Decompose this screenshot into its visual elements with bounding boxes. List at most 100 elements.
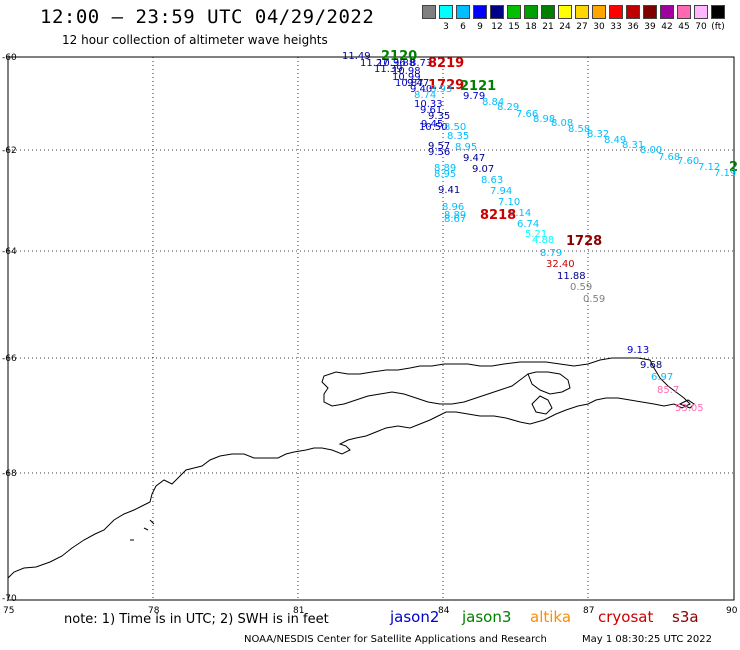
scale-swatch	[609, 5, 623, 19]
scale-swatch	[473, 5, 487, 19]
wave-height-label: 6.74	[517, 219, 540, 230]
wave-height-label: 8.35	[447, 131, 470, 142]
wave-height-label: 9.13	[627, 345, 650, 356]
scale-swatch	[694, 5, 708, 19]
scale-swatch	[575, 5, 589, 19]
wave-height-label: 7.60	[677, 156, 700, 167]
wave-height-label: 8.14	[509, 208, 532, 219]
scale-label: 70	[695, 22, 707, 32]
wave-height-label: 8.08	[551, 118, 574, 129]
wave-height-label: 8.84	[482, 97, 505, 108]
coast-ticks	[130, 519, 155, 541]
lat-label-66: -66	[2, 354, 17, 364]
satellite-jason2: jason2	[390, 608, 440, 626]
wave-height-label: 8.95	[434, 169, 457, 180]
wave-height-label: 8.49	[604, 135, 627, 146]
map-subtitle: 12 hour collection of altimeter wave hei…	[62, 33, 328, 47]
wave-height-label: 11.39	[374, 64, 403, 75]
satellite-altika: altika	[530, 608, 572, 626]
wave-height-label: 8.79	[540, 248, 563, 259]
coastline	[7, 357, 695, 579]
lon-label-87: 87	[583, 606, 595, 616]
wave-height-label: 53.05	[675, 403, 704, 414]
wave-height-label: 8.58	[568, 124, 591, 135]
wave-height-label: 9.47	[407, 78, 430, 89]
wave-height-label: 9.07	[472, 164, 495, 175]
wave-height-label: 8.50	[444, 122, 467, 133]
lon-label-81: 81	[293, 606, 305, 616]
scale-label: 21	[542, 22, 554, 32]
scale-label: 30	[593, 22, 605, 32]
scale-label: 3	[443, 22, 449, 32]
pass-time-label: 1729	[428, 78, 465, 93]
antarctic-coastline	[7, 357, 691, 579]
scale-label: 33	[610, 22, 622, 32]
satellite-s3a: s3a	[672, 608, 699, 626]
scale-label: 18	[525, 22, 537, 32]
wave-height-label: 10.33	[414, 99, 443, 110]
scale-swatch	[507, 5, 521, 19]
scale-label: 24	[559, 22, 571, 32]
scale-swatch	[524, 5, 538, 19]
lat-label-60: -60	[2, 53, 17, 63]
lon-label-75: 75	[3, 606, 15, 616]
pass-time-label: 8219	[428, 56, 465, 71]
lon-label-78: 78	[148, 606, 160, 616]
wave-height-label: 8.63	[481, 175, 504, 186]
scale-label: 45	[678, 22, 690, 32]
wave-height-label: 7.94	[490, 186, 513, 197]
scale-swatch	[626, 5, 640, 19]
satellite-jason3: jason3	[462, 608, 512, 626]
wave-height-label: 5.21	[525, 229, 548, 240]
generated-timestamp: May 1 08:30:25 UTC 2022	[582, 634, 712, 645]
wave-height-label: 8.89	[444, 210, 467, 221]
wave-height-label: 8.31	[622, 140, 645, 151]
scale-label: 15	[508, 22, 520, 32]
wave-height-label: 9.68	[640, 360, 663, 371]
pass-time-label: 2120	[381, 49, 418, 64]
wave-height-label: 4.88	[532, 235, 555, 246]
scale-swatch	[592, 5, 606, 19]
inner-coastline	[527, 371, 571, 395]
wave-height-label: 8.95	[455, 142, 478, 153]
wave-height-label: 9.56	[428, 147, 451, 158]
pass-time-label: 8218	[480, 208, 517, 223]
wave-height-label: 8.32	[587, 129, 610, 140]
scale-label: 27	[576, 22, 588, 32]
wave-height-label: 9.61	[420, 105, 443, 116]
scale-swatch	[490, 5, 504, 19]
wave-height-label: 7.66	[516, 109, 539, 120]
scale-swatch	[677, 5, 691, 19]
wave-height-label: 9.45	[421, 119, 444, 130]
wave-height-label: 85.7	[657, 385, 680, 396]
island-outline-2	[678, 399, 695, 409]
wave-height-label: 0.59	[583, 294, 606, 305]
wave-height-label: 10.50	[419, 122, 448, 133]
wave-height-label: 7.68	[658, 152, 681, 163]
wave-height-label: 10.98	[392, 66, 421, 77]
scale-swatch	[711, 5, 725, 19]
wave-height-label: 8.00	[640, 145, 663, 156]
wave-height-label: 8.74	[414, 90, 437, 101]
wave-height-label: 9.40	[410, 84, 433, 95]
wave-height-label: 7.19	[714, 168, 737, 179]
scale-label: 9	[477, 22, 483, 32]
lat-label-70: -70	[2, 594, 17, 604]
wave-height-label: 9.41	[438, 185, 461, 196]
wave-height-label: 7.12	[698, 162, 721, 173]
map-frame	[7, 56, 735, 601]
wave-height-label: 10.36	[377, 58, 406, 69]
lat-label-62: -62	[2, 146, 17, 156]
wave-height-label: 8.89	[434, 163, 457, 174]
scale-swatch	[422, 5, 436, 19]
wave-height-label: 9.79	[463, 91, 486, 102]
wave-height-label: 11.49	[342, 51, 371, 62]
pass-time-label: 2	[729, 160, 739, 175]
scale-swatch	[660, 5, 674, 19]
wave-height-label: 10.99	[392, 72, 421, 83]
lat-label-68: -68	[2, 469, 17, 479]
scale-swatch	[541, 5, 555, 19]
scale-swatch	[558, 5, 572, 19]
pass-time-label: 2121	[460, 79, 497, 94]
